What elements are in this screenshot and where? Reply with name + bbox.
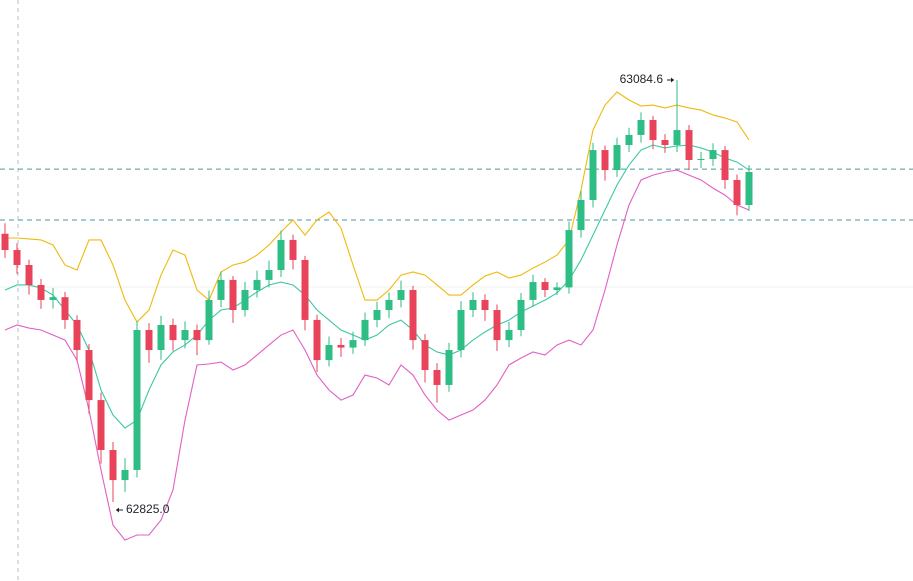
- high-arrow-head: [671, 77, 674, 83]
- candle-body: [697, 159, 705, 161]
- candle-body: [277, 239, 285, 271]
- candle-body: [133, 330, 141, 470]
- candle-body: [625, 134, 633, 146]
- candle-body: [109, 449, 117, 481]
- candle-body: [577, 199, 585, 231]
- candle-body: [301, 259, 309, 320]
- candle-body: [745, 172, 753, 206]
- candle-body: [193, 330, 201, 341]
- candle-body: [25, 264, 33, 285]
- candle-body: [589, 150, 597, 200]
- candle-body: [217, 279, 225, 300]
- candle-body: [85, 350, 93, 401]
- candle-body: [397, 290, 405, 300]
- candle-body: [493, 310, 501, 341]
- candle-body: [265, 270, 273, 280]
- candle-body: [637, 119, 645, 135]
- candle-body: [673, 130, 681, 146]
- candle-body: [649, 119, 657, 140]
- band-line: [4, 169, 750, 541]
- candle-body: [337, 344, 345, 348]
- candle-body: [205, 299, 213, 341]
- candle-body: [685, 130, 693, 160]
- candle-body: [529, 282, 537, 300]
- candle-body: [457, 310, 465, 351]
- candle-body: [241, 290, 249, 311]
- candle-body: [49, 297, 57, 300]
- candle-body: [613, 145, 621, 171]
- candle-body: [433, 370, 441, 385]
- candle-body: [565, 230, 573, 288]
- candle-body: [1, 233, 9, 251]
- candle-body: [61, 297, 69, 320]
- candle-body: [409, 290, 417, 341]
- candle-body: [121, 469, 129, 481]
- candle-body: [181, 330, 189, 341]
- candle-body: [97, 400, 105, 450]
- candle-body: [145, 330, 153, 351]
- high-label: 63084.6: [620, 72, 664, 86]
- candle-body: [157, 324, 165, 351]
- candle-body: [289, 239, 297, 260]
- candle-body: [553, 287, 561, 291]
- candle-body: [445, 350, 453, 385]
- candle-body: [73, 319, 81, 351]
- candle-body: [469, 299, 477, 311]
- candle-body: [733, 179, 741, 206]
- candle-body: [169, 324, 177, 341]
- low-arrow-head: [116, 507, 119, 513]
- candle-body: [13, 250, 21, 265]
- candle-body: [709, 150, 717, 160]
- candle-body: [229, 279, 237, 311]
- candle-body: [481, 299, 489, 311]
- candle-body: [517, 299, 525, 331]
- low-label: 62825.0: [126, 502, 170, 516]
- candle-body: [661, 139, 669, 146]
- band-line: [4, 144, 750, 429]
- candle-body: [601, 150, 609, 171]
- candle-body: [37, 284, 45, 300]
- candle-body: [349, 340, 357, 348]
- candle-body: [541, 282, 549, 291]
- candle-body: [325, 344, 333, 361]
- candle-body: [421, 340, 429, 371]
- candle-body: [373, 310, 381, 320]
- candle-body: [385, 299, 393, 311]
- candle-body: [721, 150, 729, 180]
- band-line: [5, 91, 750, 323]
- candle-body: [505, 330, 513, 341]
- candle-body: [313, 319, 321, 361]
- candle-body: [253, 279, 261, 291]
- candle-body: [361, 319, 369, 341]
